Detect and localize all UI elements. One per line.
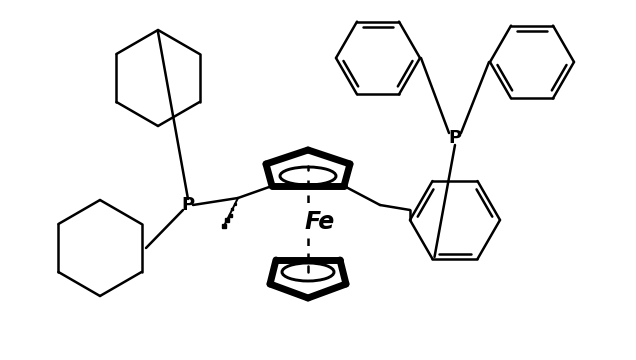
Text: Fe: Fe (305, 210, 335, 234)
Text: P: P (181, 196, 195, 214)
Text: P: P (448, 129, 462, 147)
